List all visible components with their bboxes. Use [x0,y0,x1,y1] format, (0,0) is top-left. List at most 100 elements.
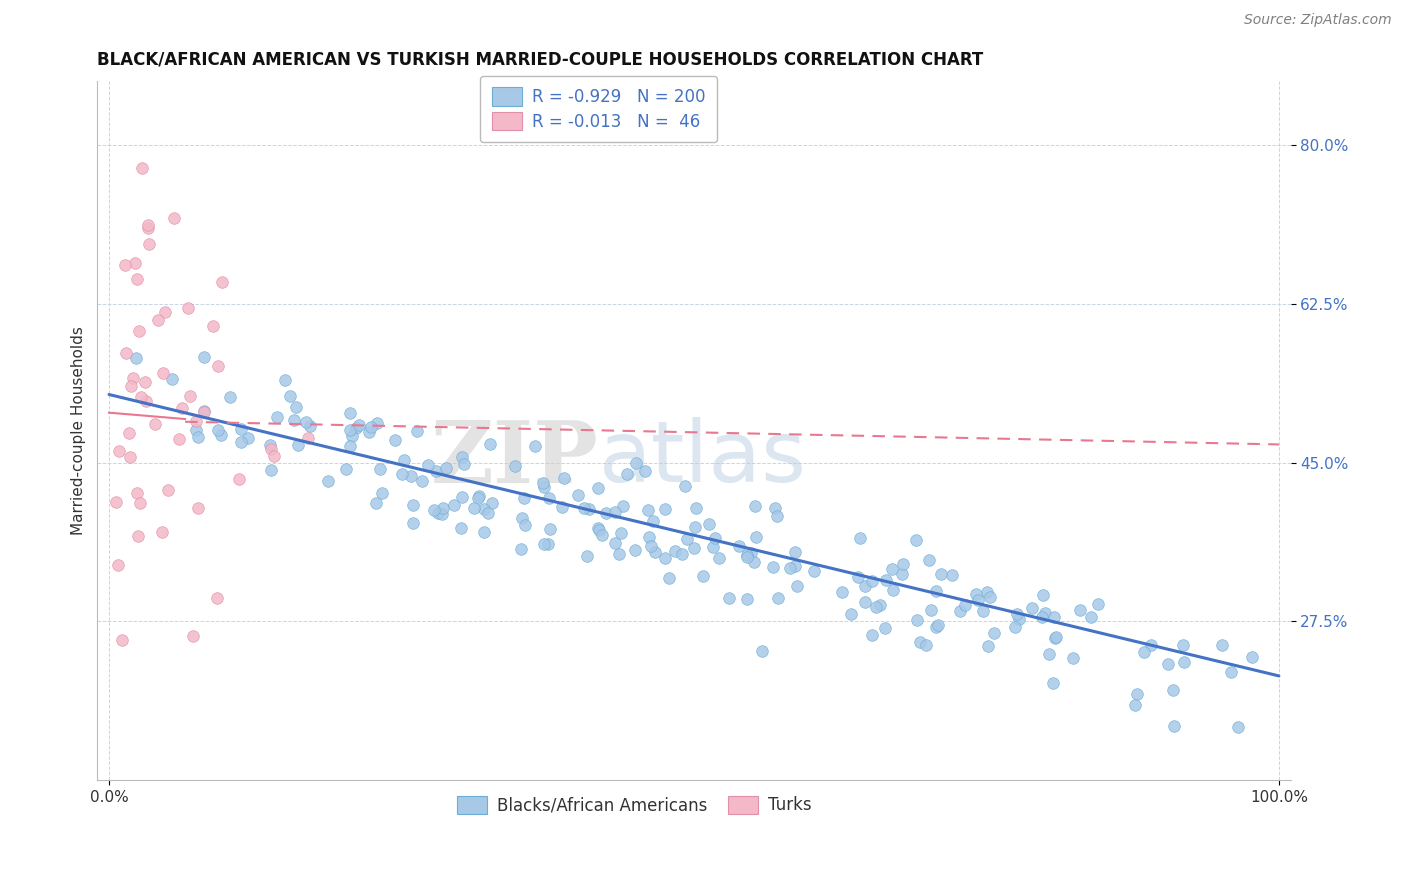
Point [193,350,215,364]
Point [432,507,454,521]
Point [512,491,534,505]
Point [406,424,429,438]
Point [727,540,749,554]
Text: atlas: atlas [599,417,807,500]
Point [983,626,1005,640]
Point [765,508,787,523]
Point [531,476,554,491]
Point [929,567,952,582]
Point [538,522,561,536]
Point [637,502,659,516]
Point [181,629,204,643]
Point [186,414,208,428]
Point [616,467,638,481]
Point [228,472,250,486]
Point [1038,647,1060,661]
Point [533,537,555,551]
Point [641,514,664,528]
Point [129,390,152,404]
Point [707,551,730,566]
Point [170,401,193,415]
Point [860,628,883,642]
Point [785,545,807,559]
Point [207,591,229,605]
Point [761,559,783,574]
Point [803,564,825,578]
Point [860,574,883,589]
Point [121,371,143,385]
Point [124,256,146,270]
Point [201,318,224,333]
Point [567,488,589,502]
Point [891,566,914,581]
Point [110,632,132,647]
Point [402,516,425,530]
Point [339,406,361,420]
Point [285,400,308,414]
Point [873,621,896,635]
Point [347,417,370,432]
Point [1021,601,1043,615]
Point [634,465,657,479]
Point [1126,687,1149,701]
Point [478,437,501,451]
Point [783,558,806,573]
Point [125,485,148,500]
Point [118,450,141,464]
Point [578,501,600,516]
Point [423,503,446,517]
Text: ZIP: ZIP [430,417,599,500]
Point [392,452,415,467]
Point [880,562,903,576]
Point [477,506,499,520]
Point [167,432,190,446]
Point [177,301,200,316]
Point [626,456,648,470]
Point [1069,603,1091,617]
Point [472,525,495,540]
Point [211,275,233,289]
Point [187,501,209,516]
Point [297,431,319,445]
Point [737,549,759,563]
Point [219,390,242,404]
Point [831,584,853,599]
Point [128,324,150,338]
Point [510,542,533,557]
Point [1123,698,1146,712]
Point [260,462,283,476]
Point [451,450,474,465]
Point [231,435,253,450]
Point [965,587,987,601]
Point [644,545,666,559]
Point [671,547,693,561]
Point [467,491,489,506]
Point [209,428,232,442]
Point [586,481,609,495]
Point [1005,607,1028,621]
Point [263,450,285,464]
Point [979,590,1001,604]
Point [966,593,988,607]
Point [368,462,391,476]
Point [391,467,413,482]
Point [1227,720,1250,734]
Point [411,475,433,489]
Point [143,417,166,432]
Point [1220,665,1243,680]
Point [1173,638,1195,652]
Point [882,582,904,597]
Point [207,423,229,437]
Point [157,483,180,497]
Point [416,458,439,472]
Point [779,561,801,575]
Point [118,426,141,441]
Point [131,161,153,175]
Point [163,211,186,225]
Point [869,598,891,612]
Point [366,416,388,430]
Point [179,389,201,403]
Point [609,526,631,541]
Point [481,496,503,510]
Point [918,553,941,567]
